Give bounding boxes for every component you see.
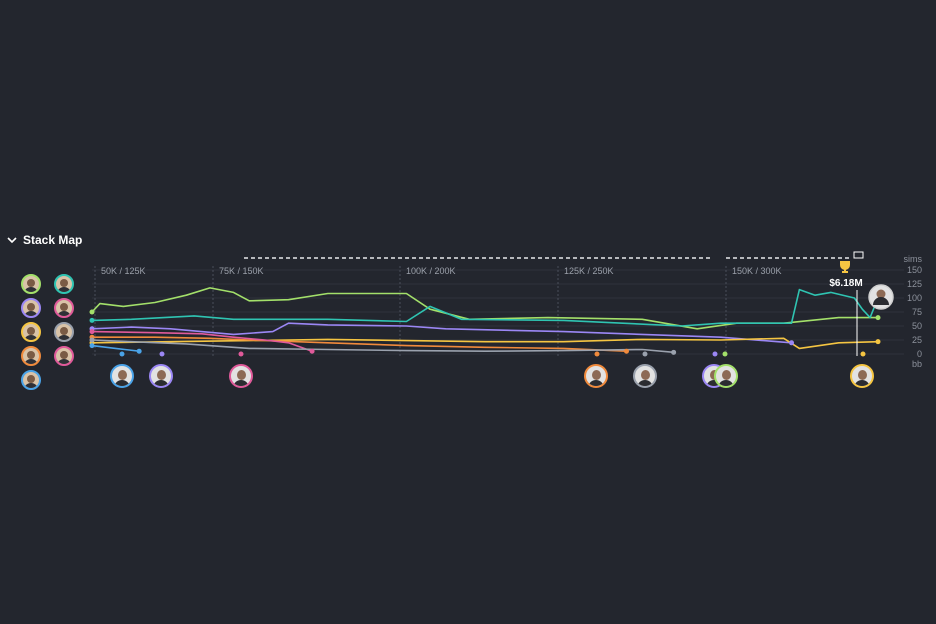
y-tick-label: 25 <box>912 335 922 345</box>
series-line <box>91 322 792 344</box>
level-label: 100K / 200K <box>406 266 456 276</box>
series-end-dot <box>875 315 881 321</box>
section-title: Stack Map <box>23 233 83 247</box>
bust-marker <box>238 351 244 357</box>
blind-level-labels: 50K / 125K 75K / 150K 100K / 200K 125K / 25… <box>101 266 782 276</box>
player-avatar[interactable] <box>54 274 74 294</box>
series-line <box>91 288 879 327</box>
eliminated-player-avatar[interactable] <box>584 364 608 388</box>
y-tick-label: 0 <box>917 349 922 359</box>
bust-marker <box>119 351 125 357</box>
eliminated-player-avatar[interactable] <box>633 364 657 388</box>
series-end-dot <box>623 348 629 354</box>
y-axis-unit: bb <box>912 359 922 369</box>
series-end-dot <box>789 340 795 346</box>
bust-marker <box>860 351 866 357</box>
series-end-dot <box>875 339 881 345</box>
chart-extras: # 78$6.18M <box>829 251 894 356</box>
eliminated-player-avatar[interactable] <box>149 364 173 388</box>
series-start-dot <box>89 329 95 335</box>
player-avatar[interactable] <box>21 298 41 318</box>
chart-grid <box>92 266 904 356</box>
chevron-down-icon <box>7 237 17 244</box>
series-line <box>91 344 140 352</box>
y-axis-title: sims <box>904 254 923 264</box>
level-label: 75K / 150K <box>219 266 264 276</box>
series-start-dot <box>89 337 95 343</box>
winner-avatar-body <box>873 297 889 305</box>
eliminated-player-avatar[interactable] <box>229 364 253 388</box>
series-end-dot <box>309 348 315 354</box>
player-avatar[interactable] <box>21 274 41 294</box>
y-tick-label: 125 <box>907 279 922 289</box>
y-axis: 150 125 100 75 50 25 0 sims bb <box>904 254 923 369</box>
prize-amount: $6.18M <box>829 278 862 289</box>
y-tick-label: 75 <box>912 307 922 317</box>
elimination-markers <box>89 295 881 357</box>
bust-marker <box>159 351 165 357</box>
stack-map-toggle[interactable]: Stack Map <box>7 233 82 247</box>
series-end-dot <box>671 349 677 355</box>
level-label: 150K / 300K <box>732 266 782 276</box>
series-end-dot <box>136 348 142 354</box>
bust-marker <box>712 351 718 357</box>
stack-map-chart: 50K / 125K 75K / 150K 100K / 200K 125K / 25… <box>89 251 923 369</box>
series-start-dot <box>89 343 95 349</box>
series-line <box>91 339 674 354</box>
y-tick-label: 150 <box>907 265 922 275</box>
series-line <box>91 330 313 352</box>
series-start-dot <box>89 317 95 323</box>
series-line <box>91 287 878 330</box>
player-avatar[interactable] <box>54 346 74 366</box>
player-avatar[interactable] <box>54 298 74 318</box>
y-tick-label: 100 <box>907 293 922 303</box>
series-start-dot <box>89 309 95 315</box>
player-avatar[interactable] <box>21 370 41 390</box>
finish-flag-icon <box>853 251 864 259</box>
series-lines <box>91 287 879 354</box>
eliminated-player-avatar[interactable] <box>110 364 134 388</box>
y-tick-label: 50 <box>912 321 922 331</box>
player-avatar[interactable] <box>21 346 41 366</box>
eliminated-player-avatar[interactable] <box>850 364 874 388</box>
bust-marker <box>594 351 600 357</box>
level-label: 50K / 125K <box>101 266 146 276</box>
trophy-icon <box>840 261 850 273</box>
player-avatar[interactable] <box>54 322 74 342</box>
bust-marker <box>642 351 648 357</box>
series-line <box>92 336 627 352</box>
player-avatar[interactable] <box>21 322 41 342</box>
trophy-shape <box>840 261 850 273</box>
level-label: 125K / 250K <box>564 266 614 276</box>
eliminated-player-avatar[interactable] <box>714 364 738 388</box>
winner-avatar-face <box>876 289 886 299</box>
bust-marker <box>722 351 728 357</box>
